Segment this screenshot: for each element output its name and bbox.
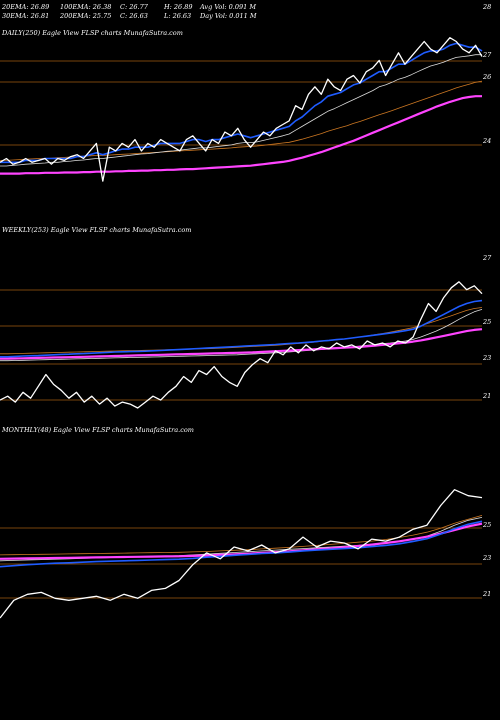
header-low: L: 26.63 bbox=[164, 12, 192, 20]
header-close-bottom: C: 26.63 bbox=[120, 12, 148, 20]
daily-chart-title: DAILY(250) Eagle View FLSP charts Munafa… bbox=[2, 29, 183, 37]
monthly-chart-title: MONTHLY(48) Eagle View FLSP charts Munaf… bbox=[2, 426, 194, 434]
header-ema20: 20EMA: 26.89 bbox=[2, 3, 50, 11]
daily-ema-mid-line bbox=[0, 80, 483, 161]
weekly-chart: 27 25 23 21 bbox=[0, 254, 492, 409]
header-ema200: 200EMA: 25.75 bbox=[60, 12, 112, 20]
header-day-vol: Day Vol: 0.011 M bbox=[200, 12, 257, 20]
daily-y-tick-label: 28 bbox=[482, 3, 491, 11]
daily-y-tick-label: 26 bbox=[482, 73, 491, 81]
daily-price-line bbox=[0, 37, 483, 182]
monthly-chart: 25 23 21 bbox=[0, 489, 491, 619]
daily-ema-slow-line bbox=[0, 95, 482, 175]
weekly-price-line bbox=[0, 281, 483, 409]
header-close-top: C: 26.77 bbox=[120, 3, 148, 11]
monthly-ema-fast-line bbox=[0, 520, 483, 568]
monthly-ema-mid-line bbox=[0, 515, 483, 556]
monthly-y-tick-label: 25 bbox=[482, 521, 491, 529]
header-ema100: 100EMA: 26.38 bbox=[60, 3, 112, 11]
monthly-ema-slow-line bbox=[0, 522, 483, 560]
weekly-y-tick-label: 27 bbox=[482, 254, 492, 262]
weekly-y-tick-label: 23 bbox=[482, 354, 491, 362]
weekly-ema-fast-line bbox=[0, 299, 483, 358]
weekly-y-tick-label: 25 bbox=[482, 318, 491, 326]
weekly-ema-slow-line bbox=[0, 328, 483, 360]
monthly-y-tick-label: 23 bbox=[482, 554, 491, 562]
daily-ema-white-line bbox=[0, 54, 482, 167]
daily-y-tick-label: 24 bbox=[482, 137, 491, 145]
monthly-y-tick-label: 21 bbox=[482, 590, 491, 598]
header-ema30: 30EMA: 26.81 bbox=[2, 12, 50, 20]
daily-chart: 28 27 26 24 bbox=[0, 3, 492, 182]
weekly-chart-title: WEEKLY(253) Eagle View FLSP charts Munaf… bbox=[2, 226, 192, 234]
weekly-y-tick-label: 21 bbox=[482, 392, 491, 400]
header-high: H: 26.89 bbox=[164, 3, 193, 11]
header-avg-vol: Avg Vol: 0.091 M bbox=[200, 3, 257, 11]
monthly-price-line bbox=[0, 489, 483, 619]
daily-y-tick-label: 27 bbox=[482, 51, 492, 59]
